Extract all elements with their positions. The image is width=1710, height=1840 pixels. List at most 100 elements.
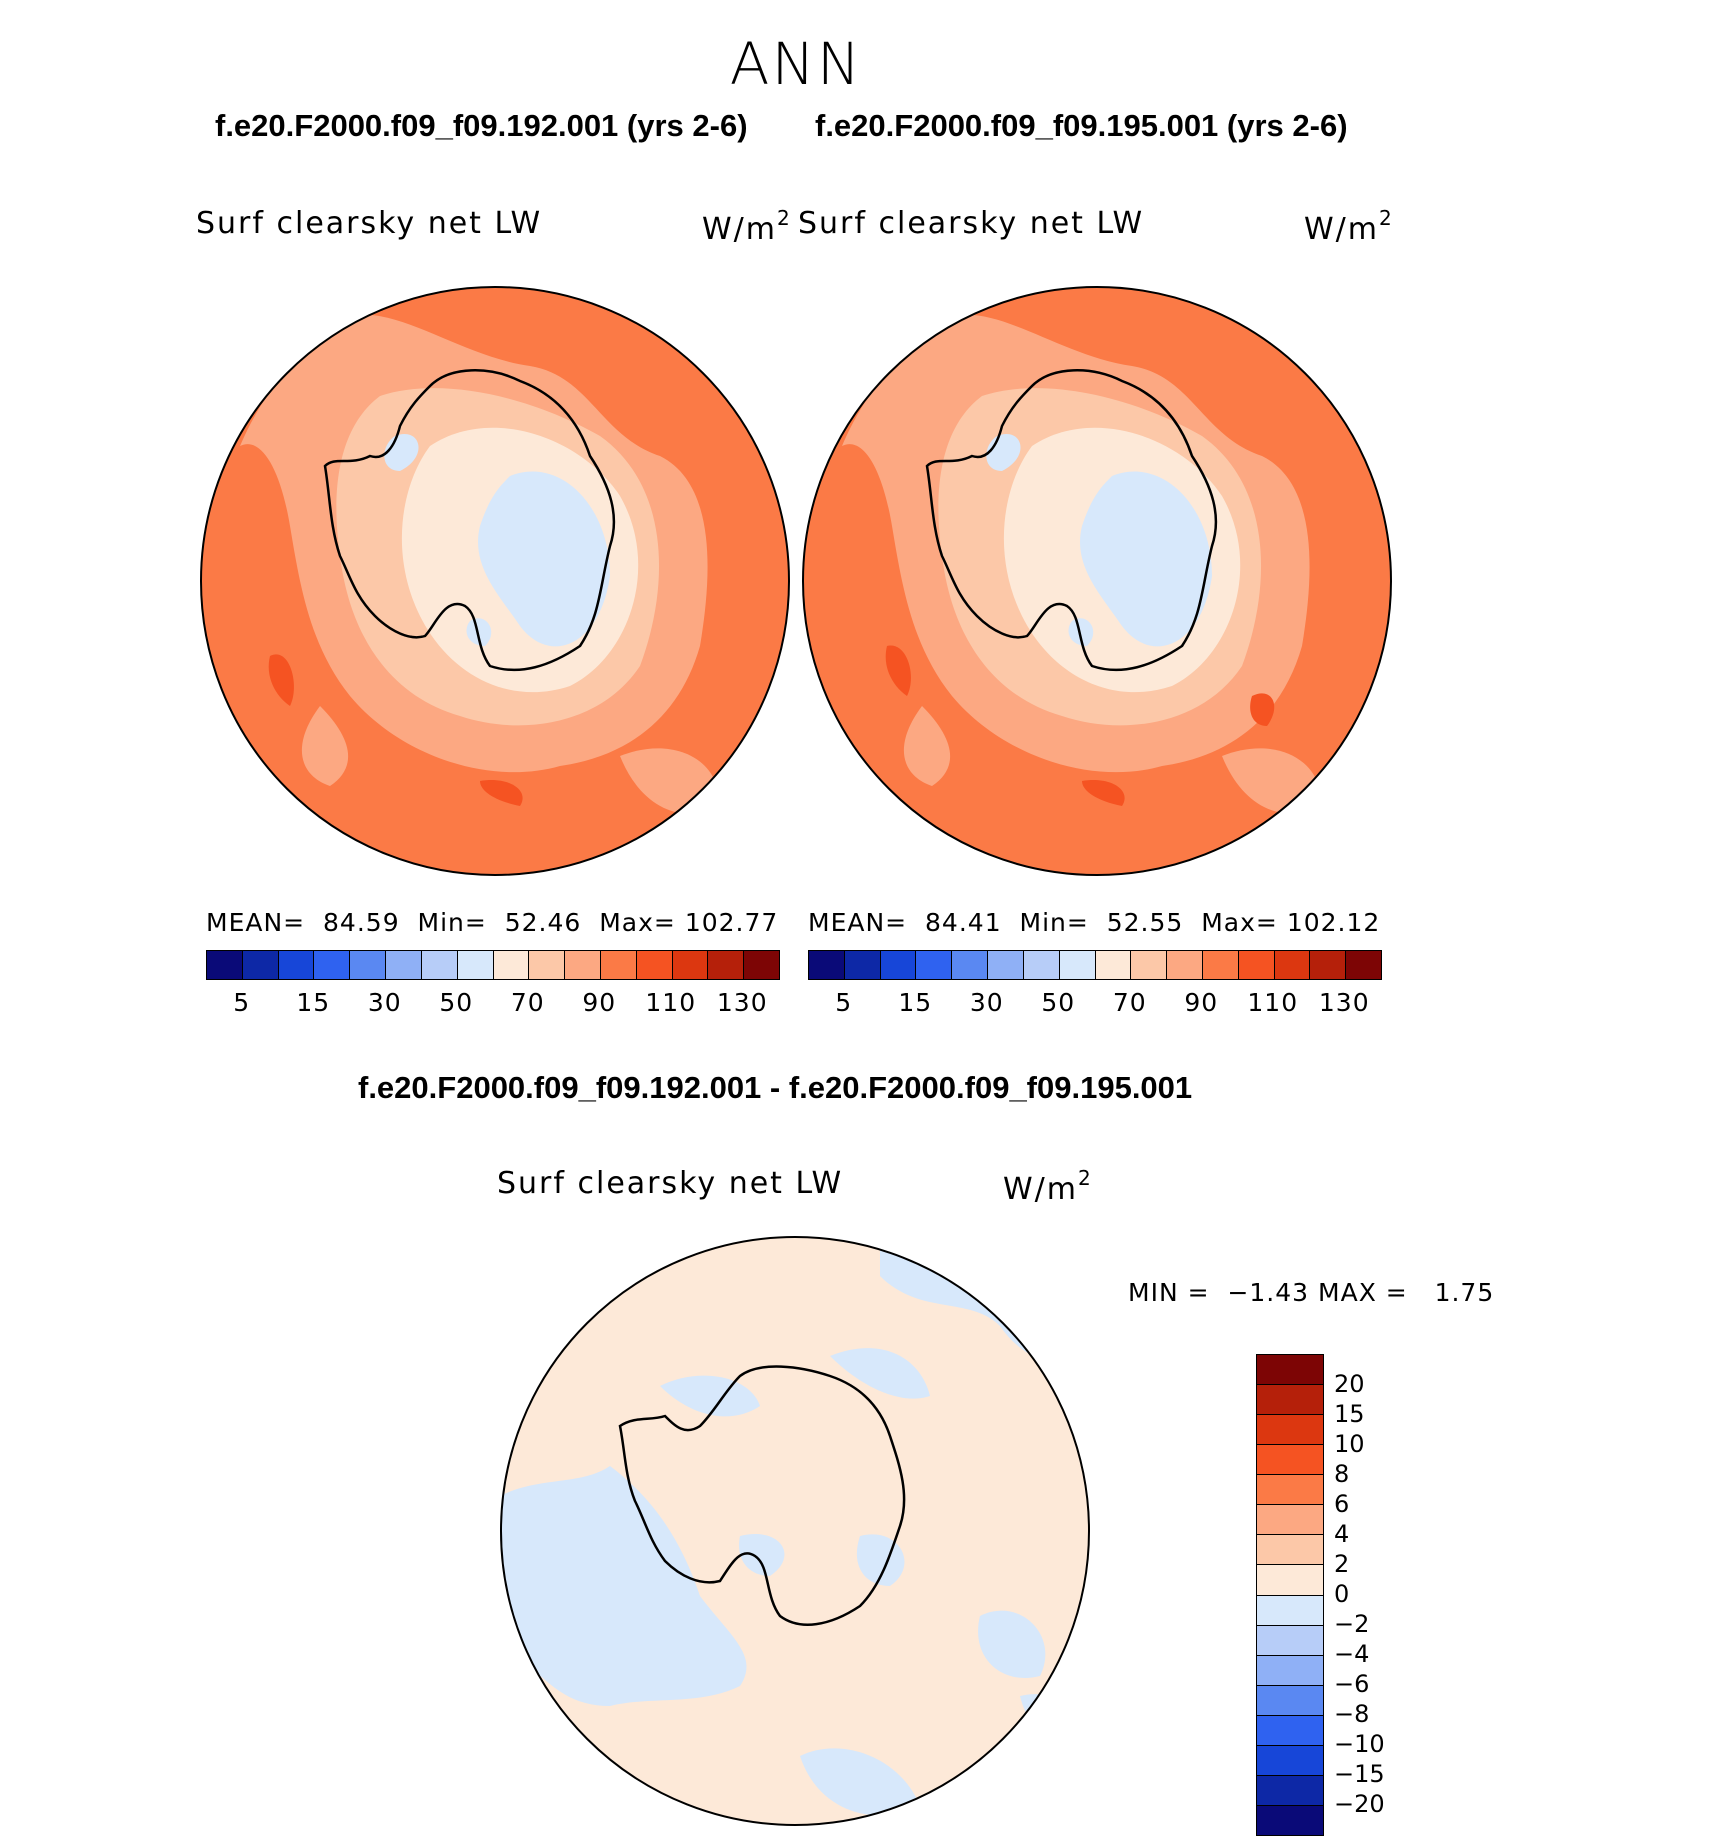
antarctica-coastline xyxy=(323,369,616,672)
colorbar-tick-label: −10 xyxy=(1334,1730,1385,1758)
colorbar-swatch xyxy=(1257,1655,1323,1686)
colorbar-tick-label: 20 xyxy=(1334,1370,1365,1398)
colorbar-swatch xyxy=(314,951,351,979)
colorbar-tick-label: 6 xyxy=(1334,1490,1350,1518)
colorbar-swatch xyxy=(1274,951,1311,979)
colorbar-swatch xyxy=(1257,1355,1323,1386)
colorbar-swatch xyxy=(916,951,953,979)
colorbar-swatch xyxy=(1257,1805,1323,1835)
antarctica-coastline xyxy=(925,369,1218,672)
colorbar-swatch xyxy=(952,951,989,979)
colorbar-tick-label: 0 xyxy=(1334,1580,1350,1608)
colorbar-tick-label: 10 xyxy=(1334,1430,1365,1458)
panel-2-variable: Surf clearsky net LW xyxy=(798,206,1145,241)
difference-variable: Surf clearsky net LW xyxy=(497,1166,844,1201)
colorbar-tick-label: −20 xyxy=(1334,1790,1385,1818)
colorbar-swatch xyxy=(1257,1595,1323,1626)
plateau-field xyxy=(1080,471,1212,647)
colorbar-swatch xyxy=(844,951,881,979)
colorbar-tick-label: 15 xyxy=(296,988,331,1017)
panel-2-stats: MEAN= 84.41 Min= 52.55 Max= 102.12 xyxy=(808,908,1381,937)
colorbar-swatch xyxy=(744,951,779,979)
colorbar-swatch xyxy=(1346,951,1381,979)
colorbar-swatch xyxy=(1238,951,1275,979)
colorbar-tick-label: −8 xyxy=(1334,1700,1370,1728)
colorbar-swatch xyxy=(636,951,673,979)
colorbar-swatch xyxy=(350,951,387,979)
colorbar-swatch xyxy=(1257,1415,1323,1446)
colorbar-swatch xyxy=(1257,1505,1323,1536)
colorbar-swatch xyxy=(1257,1445,1323,1476)
colorbar-tick-label: 30 xyxy=(969,988,1004,1017)
panel-1-units: W/m2 xyxy=(702,206,792,247)
colorbar-tick-label: 70 xyxy=(1112,988,1147,1017)
colorbar-swatch xyxy=(493,951,530,979)
colorbar-swatch xyxy=(457,951,494,979)
colorbar-swatch xyxy=(529,951,566,979)
colorbar-swatch xyxy=(880,951,917,979)
colorbar-swatch xyxy=(421,951,458,979)
colorbar-swatch xyxy=(1167,951,1203,979)
colorbar-swatch xyxy=(1257,1385,1323,1416)
colorbar-tick-label: 4 xyxy=(1334,1520,1350,1548)
colorbar-tick-label: 15 xyxy=(898,988,933,1017)
difference-title: f.e20.F2000.f09_f09.192.001 - f.e20.F200… xyxy=(358,1070,1193,1105)
colorbar-swatch xyxy=(1023,951,1060,979)
colorbar-swatch xyxy=(278,951,315,979)
colorbar-swatch xyxy=(708,951,745,979)
panel-1-stats: MEAN= 84.59 Min= 52.46 Max= 102.77 xyxy=(206,908,779,937)
colorbar-tick-label: 2 xyxy=(1334,1550,1350,1578)
colorbar-tick-label: 5 xyxy=(233,988,251,1017)
colorbar-tick-label: 15 xyxy=(1334,1400,1365,1428)
colorbar-swatch xyxy=(207,951,243,979)
colorbar-swatch xyxy=(1310,951,1347,979)
colorbar-tick-label: 50 xyxy=(1041,988,1076,1017)
difference-map xyxy=(500,1236,1090,1826)
colorbar-swatch xyxy=(1257,1625,1323,1656)
panel-1-colorbar xyxy=(206,950,780,980)
colorbar-swatch xyxy=(1257,1715,1323,1746)
colorbar-tick-label: 110 xyxy=(645,988,697,1017)
colorbar-swatch xyxy=(988,951,1024,979)
colorbar-tick-label: 5 xyxy=(835,988,853,1017)
colorbar-tick-label: 110 xyxy=(1247,988,1299,1017)
colorbar-swatch xyxy=(1257,1475,1323,1506)
difference-units: W/m2 xyxy=(1003,1166,1093,1207)
colorbar-swatch xyxy=(1095,951,1132,979)
colorbar-tick-label: −15 xyxy=(1334,1760,1385,1788)
colorbar-swatch xyxy=(565,951,601,979)
colorbar-tick-label: 130 xyxy=(716,988,768,1017)
case-title-left: f.e20.F2000.f09_f09.192.001 (yrs 2-6) xyxy=(215,108,748,143)
colorbar-tick-label: −2 xyxy=(1334,1610,1370,1638)
colorbar-swatch xyxy=(600,951,637,979)
colorbar-swatch xyxy=(1202,951,1239,979)
panel-1-variable: Surf clearsky net LW xyxy=(196,206,543,241)
colorbar-swatch xyxy=(1257,1775,1323,1806)
colorbar-tick-label: 70 xyxy=(510,988,545,1017)
colorbar-tick-label: 8 xyxy=(1334,1460,1350,1488)
colorbar-tick-label: −6 xyxy=(1334,1670,1370,1698)
colorbar-swatch xyxy=(1257,1565,1323,1596)
colorbar-tick-label: 90 xyxy=(582,988,617,1017)
colorbar-tick-label: 50 xyxy=(439,988,474,1017)
plateau-field xyxy=(478,471,610,647)
colorbar-tick-label: 30 xyxy=(367,988,402,1017)
antarctica-coastline xyxy=(618,1365,906,1626)
colorbar-swatch xyxy=(1131,951,1168,979)
panel-2-units: W/m2 xyxy=(1304,206,1394,247)
difference-minmax: MIN = −1.43 MAX = 1.75 xyxy=(1128,1278,1495,1307)
colorbar-swatch xyxy=(386,951,422,979)
colorbar-swatch xyxy=(1257,1535,1323,1566)
colorbar-swatch xyxy=(809,951,845,979)
colorbar-swatch xyxy=(1257,1685,1323,1716)
panel-1-map xyxy=(200,286,790,876)
colorbar-tick-label: 130 xyxy=(1318,988,1370,1017)
colorbar-tick-label: 90 xyxy=(1184,988,1219,1017)
colorbar-swatch xyxy=(1059,951,1096,979)
panel-2-colorbar xyxy=(808,950,1382,980)
season-title: ANN xyxy=(729,30,863,98)
panel-2-map xyxy=(802,286,1392,876)
colorbar-swatch xyxy=(242,951,279,979)
colorbar-swatch xyxy=(672,951,709,979)
colorbar-swatch xyxy=(1257,1745,1323,1776)
